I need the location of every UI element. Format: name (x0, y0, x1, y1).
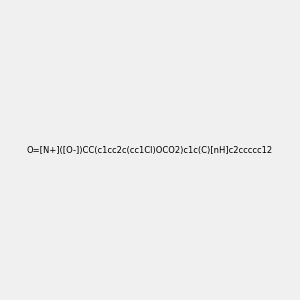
Text: O=[N+]([O-])CC(c1cc2c(cc1Cl)OCO2)c1c(C)[nH]c2ccccc12: O=[N+]([O-])CC(c1cc2c(cc1Cl)OCO2)c1c(C)[… (27, 146, 273, 154)
